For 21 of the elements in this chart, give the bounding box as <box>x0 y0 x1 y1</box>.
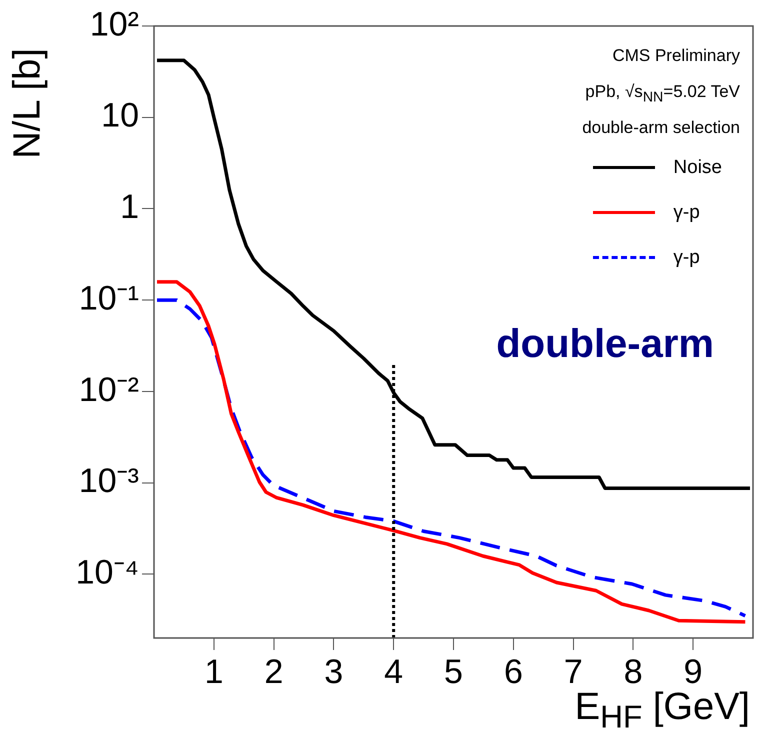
y-tick-label: 10⁻¹ <box>78 279 139 318</box>
annotation: CMS Preliminary <box>612 46 740 66</box>
legend-label: γ-p <box>673 202 700 224</box>
x-tick-label: 4 <box>384 652 404 691</box>
y-tick-label: 10 <box>101 96 139 135</box>
y-tick-label: 10⁻² <box>78 370 139 409</box>
x-tick-label: 2 <box>264 652 284 691</box>
x-tick-label: 6 <box>504 652 523 691</box>
y-tick-label: 10² <box>90 5 139 44</box>
legend-label: γ-p <box>673 246 700 268</box>
annotation: double-arm selection <box>582 118 740 138</box>
y-tick-label: 10⁻⁴ <box>76 554 139 592</box>
legend-label: Noise <box>673 156 722 178</box>
y-tick-label: 10⁻³ <box>78 462 139 500</box>
y-tick-label: 1 <box>120 188 139 226</box>
annotation: double-arm <box>496 322 714 367</box>
annotation: pPb, √s$_{NN}$=5.02 TeV <box>585 82 740 106</box>
x-tick-label: 5 <box>444 652 463 691</box>
y-axis-title: N/L [b] <box>6 47 50 161</box>
x-tick-label: 1 <box>204 652 224 691</box>
x-tick-label: 3 <box>324 652 344 691</box>
